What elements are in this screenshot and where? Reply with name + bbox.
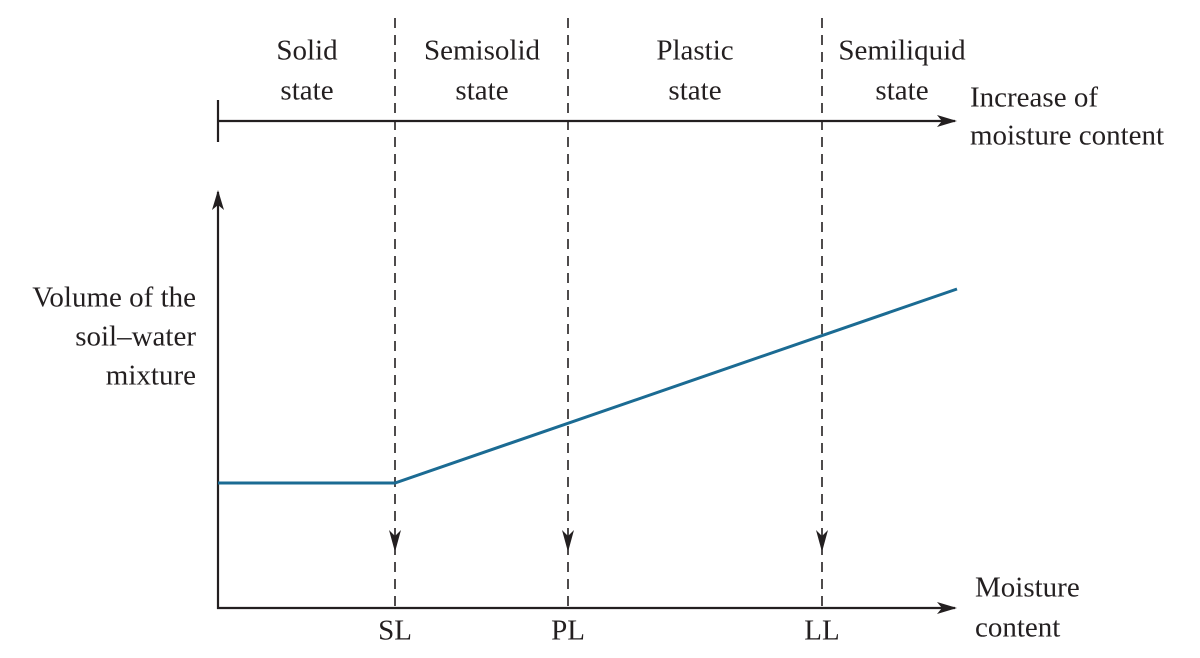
state-label: Plastic bbox=[656, 35, 733, 67]
top-arrow-label: Increase of bbox=[970, 82, 1098, 114]
state-label: state bbox=[875, 75, 928, 107]
state-label: state bbox=[280, 75, 333, 107]
y-axis-label: soil–water bbox=[75, 321, 196, 353]
y-axis-label: mixture bbox=[106, 360, 196, 392]
x-axis-label: content bbox=[975, 612, 1060, 644]
state-label: Semiliquid bbox=[838, 35, 966, 67]
ll-arrowhead bbox=[816, 530, 828, 552]
pl-arrowhead bbox=[562, 530, 574, 552]
state-label: Solid bbox=[276, 35, 338, 67]
x-axis-label: Moisture bbox=[975, 572, 1080, 604]
limit-label: SL bbox=[378, 615, 412, 647]
state-label: Semisolid bbox=[424, 35, 541, 67]
limit-label: LL bbox=[804, 615, 839, 647]
sl-arrowhead bbox=[389, 530, 401, 552]
state-label: state bbox=[455, 75, 508, 107]
limit-label: PL bbox=[551, 615, 585, 647]
volume-curve bbox=[218, 287, 958, 485]
y-axis-label: Volume of the bbox=[32, 282, 196, 314]
top-arrow-label: moisture content bbox=[970, 120, 1164, 152]
state-label: state bbox=[668, 75, 721, 107]
